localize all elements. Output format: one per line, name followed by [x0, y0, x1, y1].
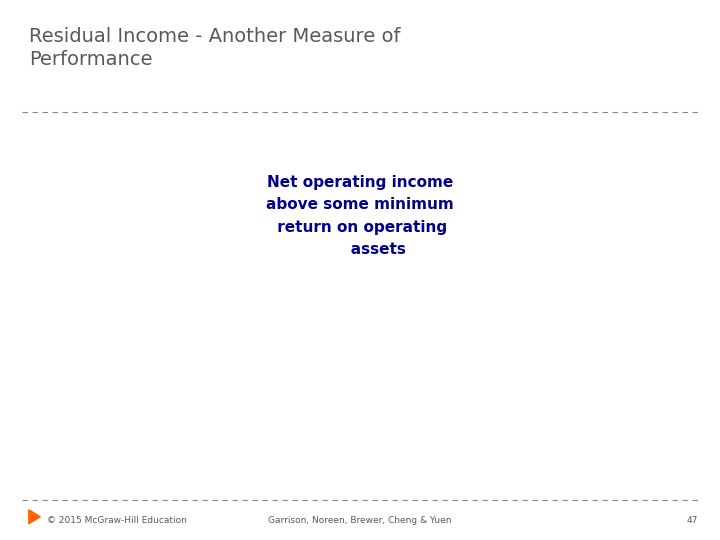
Text: Net operating income
above some minimum
 return on operating
       assets: Net operating income above some minimum … — [266, 175, 454, 257]
Polygon shape — [29, 510, 40, 524]
Text: © 2015 McGraw-Hill Education: © 2015 McGraw-Hill Education — [47, 516, 186, 525]
Text: 47: 47 — [687, 516, 698, 525]
Text: Garrison, Noreen, Brewer, Cheng & Yuen: Garrison, Noreen, Brewer, Cheng & Yuen — [269, 516, 451, 525]
Text: Residual Income - Another Measure of
Performance: Residual Income - Another Measure of Per… — [29, 27, 400, 69]
